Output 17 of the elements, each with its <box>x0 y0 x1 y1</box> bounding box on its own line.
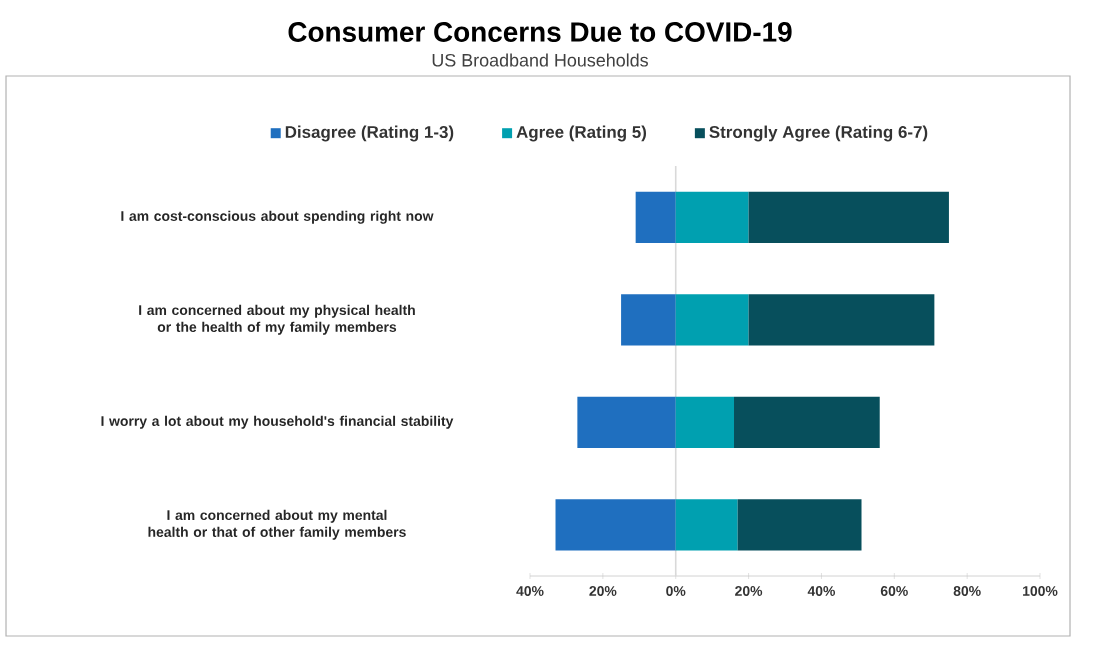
bar <box>675 191 749 243</box>
bar <box>635 191 676 243</box>
bar <box>748 191 949 243</box>
bar <box>555 499 676 551</box>
bar <box>621 294 676 346</box>
bar <box>734 396 880 448</box>
legend-label: Disagree (Rating 1-3) <box>285 125 454 142</box>
bar <box>577 396 676 448</box>
chart-title: Consumer Concerns Due to COVID-19 <box>288 22 792 42</box>
chart-subtitle: US Broadband Households <box>432 53 648 67</box>
bar <box>675 396 735 448</box>
bar <box>748 294 935 346</box>
legend-label: Strongly Agree (Rating 6-7) <box>709 125 928 142</box>
bar <box>737 499 862 551</box>
legend-label: Agree (Rating 5) <box>516 125 646 142</box>
bar <box>675 294 749 346</box>
bar <box>675 499 738 551</box>
